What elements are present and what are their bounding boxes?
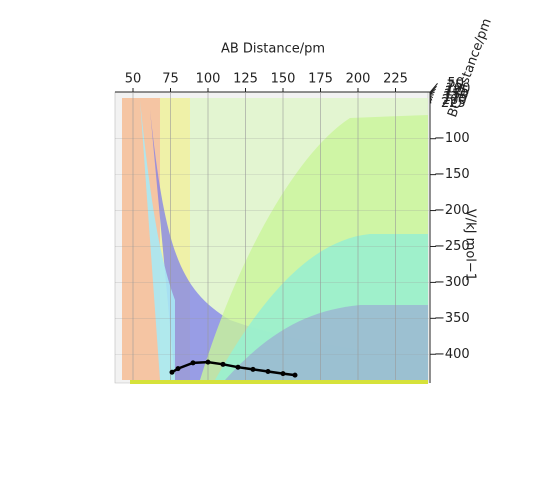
y-tick xyxy=(429,96,433,101)
trajectory-point xyxy=(190,360,196,366)
y-tick xyxy=(429,83,438,93)
z-tick-label: −200 xyxy=(434,203,470,218)
y-tick-label: 200 xyxy=(442,93,467,108)
x-tick-label: 75 xyxy=(162,72,179,87)
z-tick-label: −250 xyxy=(434,239,470,254)
trajectory-point xyxy=(175,366,181,372)
y-tick-label: 175 xyxy=(443,90,468,105)
y-tick xyxy=(429,91,435,95)
y-tick-label: 50 xyxy=(448,76,465,91)
z-tick-label: −150 xyxy=(434,167,470,182)
trajectory-point xyxy=(205,359,211,365)
band xyxy=(150,110,428,380)
x-tick-label: 175 xyxy=(308,72,333,87)
y-tick xyxy=(429,85,437,94)
x-tick-label: 125 xyxy=(233,72,258,87)
trajectory-point xyxy=(265,369,271,375)
trajectory-point xyxy=(250,366,256,372)
trajectory-point xyxy=(280,371,286,377)
y-tick xyxy=(429,97,432,104)
trajectory-point xyxy=(235,364,241,370)
z-tick-label: −350 xyxy=(434,311,470,326)
y-tick-label: 225 xyxy=(441,96,466,111)
trajectory-point xyxy=(292,372,298,378)
z-tick-label: −100 xyxy=(434,131,470,146)
x-axis-label: AB Distance/pm xyxy=(221,42,325,57)
trajectory-point xyxy=(169,369,175,375)
y-tick xyxy=(429,88,436,95)
trajectory-point xyxy=(220,361,226,367)
x-tick-label: 225 xyxy=(383,72,408,87)
band xyxy=(122,98,160,380)
band xyxy=(225,305,428,380)
surface xyxy=(114,91,429,384)
z-axis-label: V/kJ mol−1 xyxy=(463,209,478,281)
y-tick-label: 75 xyxy=(447,79,464,94)
z-tick-label: −400 xyxy=(434,347,470,362)
band xyxy=(140,100,175,380)
y-tick xyxy=(429,95,434,99)
x-tick-label: 150 xyxy=(271,72,296,87)
trajectory xyxy=(171,360,296,377)
band xyxy=(130,380,428,384)
z-tick-label: −300 xyxy=(434,275,470,290)
y-tick-label: 100 xyxy=(446,82,471,97)
y-tick-label: 125 xyxy=(445,84,470,99)
y-tick-label: 150 xyxy=(444,87,469,102)
x-tick-label: 100 xyxy=(196,72,221,87)
x-tick-label: 200 xyxy=(346,72,371,87)
x-tick-label: 50 xyxy=(125,72,142,87)
